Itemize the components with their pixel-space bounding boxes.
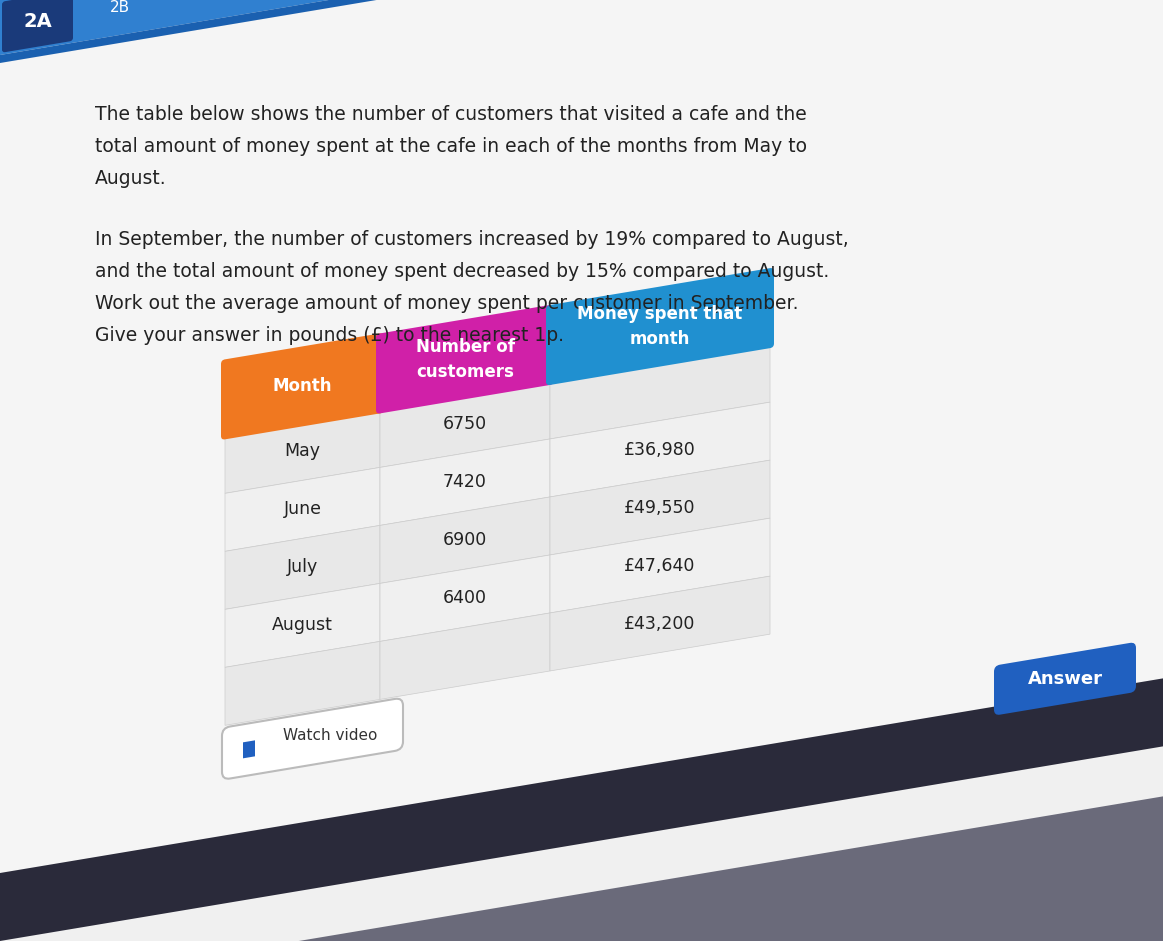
FancyBboxPatch shape: [222, 699, 404, 779]
Text: £43,200: £43,200: [625, 614, 695, 632]
Bar: [224, 525, 380, 610]
Text: 6750: 6750: [443, 415, 487, 433]
Text: total amount of money spent at the cafe in each of the months from May to: total amount of money spent at the cafe …: [95, 137, 807, 156]
Text: 6900: 6900: [443, 531, 487, 550]
Text: The table below shows the number of customers that visited a cafe and the: The table below shows the number of cust…: [95, 105, 807, 124]
Bar: [224, 468, 380, 551]
FancyBboxPatch shape: [994, 643, 1136, 715]
Bar: [224, 642, 380, 726]
Text: and the total amount of money spent decreased by 15% compared to August.: and the total amount of money spent decr…: [95, 263, 829, 281]
Bar: [380, 439, 550, 525]
Bar: [550, 576, 770, 671]
Bar: [550, 518, 770, 613]
Text: In September, the number of customers increased by 19% compared to August,: In September, the number of customers in…: [95, 231, 849, 249]
Bar: [380, 381, 550, 468]
Bar: [0, 663, 1163, 941]
Bar: [380, 555, 550, 642]
Text: Money spent that
month: Money spent that month: [577, 305, 743, 348]
Text: June: June: [284, 501, 321, 518]
Text: 2A: 2A: [23, 11, 52, 31]
Bar: [224, 583, 380, 667]
Bar: [224, 409, 380, 493]
Text: Answer: Answer: [1027, 670, 1103, 688]
Text: 7420: 7420: [443, 473, 487, 491]
FancyBboxPatch shape: [2, 0, 73, 53]
Bar: [550, 402, 770, 497]
Bar: [380, 613, 550, 699]
Bar: [0, 0, 1163, 63]
FancyBboxPatch shape: [221, 333, 384, 439]
Text: Work out the average amount of money spent per customer in September.: Work out the average amount of money spe…: [95, 295, 799, 313]
Text: Watch video: Watch video: [283, 728, 377, 743]
Bar: [243, 741, 255, 758]
Bar: [0, 0, 1163, 55]
FancyBboxPatch shape: [545, 268, 775, 385]
Bar: [380, 497, 550, 583]
FancyBboxPatch shape: [376, 305, 554, 413]
Text: 2B: 2B: [110, 0, 130, 15]
Text: 6400: 6400: [443, 589, 487, 607]
Text: Month: Month: [273, 377, 333, 395]
Text: £36,980: £36,980: [625, 440, 695, 458]
Text: May: May: [285, 442, 321, 460]
Text: £47,640: £47,640: [625, 556, 695, 575]
Text: Number of
customers: Number of customers: [415, 338, 514, 381]
Text: £49,550: £49,550: [625, 499, 695, 517]
Text: August: August: [272, 616, 333, 634]
Text: August.: August.: [95, 169, 166, 188]
Bar: [550, 344, 770, 439]
Bar: [550, 460, 770, 555]
Text: July: July: [287, 558, 319, 577]
Bar: [0, 0, 1163, 886]
Text: Give your answer in pounds (£) to the nearest 1p.: Give your answer in pounds (£) to the ne…: [95, 327, 564, 345]
